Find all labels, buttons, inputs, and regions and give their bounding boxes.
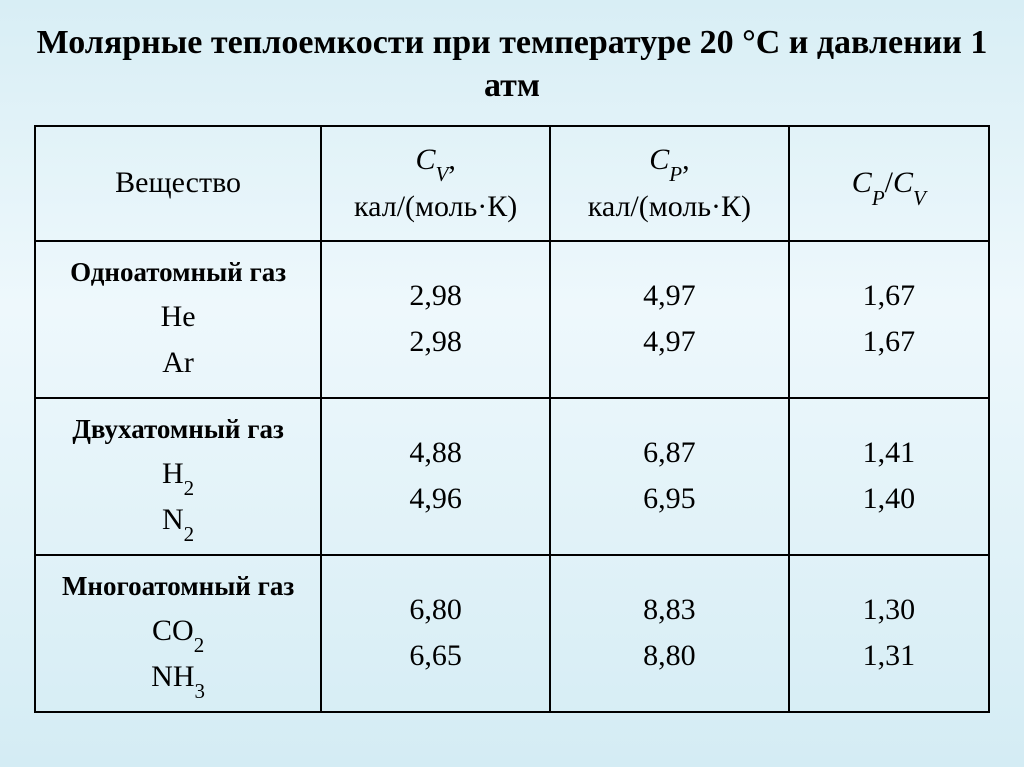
ratio-cv-sub: V bbox=[913, 186, 926, 210]
ratio-cell: 1,41 1,40 bbox=[789, 398, 989, 555]
substance-name: N2 bbox=[44, 497, 312, 544]
page-title: Молярные теплоемкости при температуре 20… bbox=[34, 22, 990, 107]
cp-sep: , bbox=[682, 143, 690, 176]
table-row: Многоатомный газ СО2 NH3 6,80 6,65 8,83 … bbox=[35, 555, 989, 712]
substance-name: СО2 bbox=[44, 608, 312, 655]
cv-sub: V bbox=[436, 162, 449, 186]
cv-unit: кал/(моль·К) bbox=[330, 184, 541, 231]
cp-sub: P bbox=[669, 162, 682, 186]
ratio-cell: 1,30 1,31 bbox=[789, 555, 989, 712]
cv-cell: 6,80 6,65 bbox=[321, 555, 550, 712]
cp-unit: кал/(моль·К) bbox=[559, 184, 780, 231]
cv-sep: , bbox=[448, 143, 456, 176]
cv-sym: C bbox=[415, 143, 435, 176]
cp-cell: 6,87 6,95 bbox=[550, 398, 789, 555]
cv-cell: 2,98 2,98 bbox=[321, 241, 550, 398]
cp-cell: 8,83 8,80 bbox=[550, 555, 789, 712]
substance-name: He bbox=[44, 294, 312, 341]
group-label: Многоатомный газ bbox=[44, 566, 312, 608]
col-substance: Вещество bbox=[35, 126, 321, 241]
col-cv: CV, кал/(моль·К) bbox=[321, 126, 550, 241]
heat-capacity-table: Вещество CV, кал/(моль·К) CP, кал/(моль·… bbox=[34, 125, 990, 713]
table-row: Одноатомный газ He Ar 2,98 2,98 4,97 4,9… bbox=[35, 241, 989, 398]
table-header-row: Вещество CV, кал/(моль·К) CP, кал/(моль·… bbox=[35, 126, 989, 241]
group-label: Двухатомный газ bbox=[44, 409, 312, 451]
substance-name: Ar bbox=[44, 340, 312, 387]
group-label: Одноатомный газ bbox=[44, 252, 312, 294]
cp-sym: C bbox=[649, 143, 669, 176]
col-ratio: CP/CV bbox=[789, 126, 989, 241]
cp-cell: 4,97 4,97 bbox=[550, 241, 789, 398]
slide: Молярные теплоемкости при температуре 20… bbox=[0, 0, 1024, 767]
ratio-slash: / bbox=[885, 166, 893, 199]
ratio-cv: C bbox=[893, 166, 913, 199]
table-row: Двухатомный газ H2 N2 4,88 4,96 6,87 6,9… bbox=[35, 398, 989, 555]
group-cell: Многоатомный газ СО2 NH3 bbox=[35, 555, 321, 712]
ratio-cp-sub: P bbox=[872, 186, 885, 210]
col-cp: CP, кал/(моль·К) bbox=[550, 126, 789, 241]
cv-cell: 4,88 4,96 bbox=[321, 398, 550, 555]
ratio-cell: 1,67 1,67 bbox=[789, 241, 989, 398]
group-cell: Одноатомный газ He Ar bbox=[35, 241, 321, 398]
substance-name: H2 bbox=[44, 451, 312, 498]
group-cell: Двухатомный газ H2 N2 bbox=[35, 398, 321, 555]
ratio-cp: C bbox=[852, 166, 872, 199]
substance-name: NH3 bbox=[44, 654, 312, 701]
